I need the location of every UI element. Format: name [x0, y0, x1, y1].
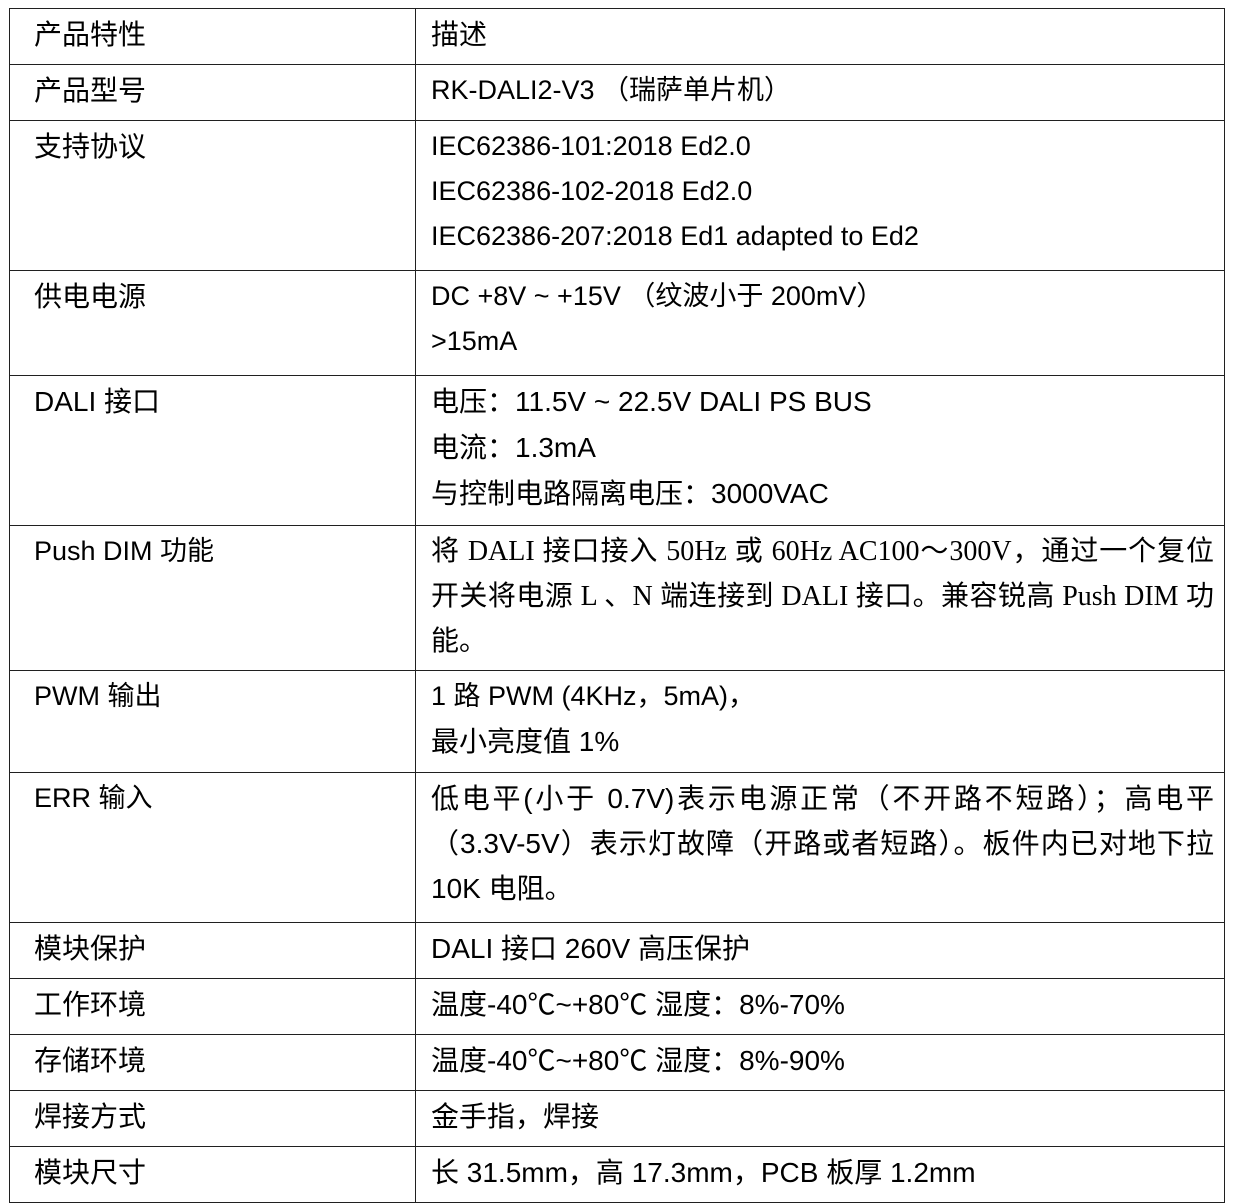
description-paragraph: 将 DALI 接口接入 50Hz 或 60Hz AC100～300V，通过一个复… — [431, 536, 1214, 657]
description-cell-storage-environment: 温度-40℃~+80℃ 湿度：8%-90% — [415, 1034, 1225, 1091]
table-row: 模块保护 DALI 接口 260V 高压保护 — [9, 922, 1225, 979]
description-line: 长 31.5mm，高 17.3mm，PCB 板厚 1.2mm — [431, 1157, 976, 1188]
description-line: >15mA — [431, 326, 518, 356]
table-row: 焊接方式 金手指，焊接 — [9, 1090, 1225, 1147]
feature-label: 模块保护 — [34, 933, 147, 964]
description-line: 与控制电路隔离电压：3000VAC — [431, 478, 829, 509]
description-line: 电压：11.5V ~ 22.5V DALI PS BUS — [431, 386, 872, 417]
feature-cell-pwm-output: PWM 输出 — [9, 670, 416, 773]
feature-cell-storage-environment: 存储环境 — [9, 1034, 416, 1091]
description-cell-push-dim: 将 DALI 接口接入 50Hz 或 60Hz AC100～300V，通过一个复… — [415, 525, 1225, 671]
table-row: 工作环境 温度-40℃~+80℃ 湿度：8%-70% — [9, 978, 1225, 1035]
description-cell-protocols: IEC62386-101:2018 Ed2.0 IEC62386-102-201… — [415, 120, 1225, 271]
description-line: 1 路 PWM (4KHz，5mA)， — [431, 681, 756, 711]
table-row: DALI 接口 电压：11.5V ~ 22.5V DALI PS BUS 电流：… — [9, 375, 1225, 526]
description-cell-dali-interface: 电压：11.5V ~ 22.5V DALI PS BUS 电流：1.3mA 与控… — [415, 375, 1225, 526]
header-cell-description: 描述 — [415, 8, 1225, 65]
feature-label: 焊接方式 — [34, 1101, 147, 1132]
description-line: DC +8V ~ +15V （纹波小于 200mV） — [431, 281, 884, 311]
header-label-description: 描述 — [431, 19, 488, 50]
feature-cell-err-input: ERR 输入 — [9, 772, 416, 923]
description-line: 温度-40℃~+80℃ 湿度：8%-90% — [431, 1045, 845, 1076]
description-cell-module-dimensions: 长 31.5mm，高 17.3mm，PCB 板厚 1.2mm — [415, 1146, 1225, 1203]
table-row: Push DIM 功能 将 DALI 接口接入 50Hz 或 60Hz AC10… — [9, 525, 1225, 671]
table-row: 模块尺寸 长 31.5mm，高 17.3mm，PCB 板厚 1.2mm — [9, 1146, 1225, 1203]
feature-label: 供电电源 — [34, 281, 147, 312]
table-row: 产品型号 RK-DALI2-V3 （瑞萨单片机） — [9, 64, 1225, 121]
table-row: 供电电源 DC +8V ~ +15V （纹波小于 200mV） >15mA — [9, 270, 1225, 376]
feature-label: 存储环境 — [34, 1045, 147, 1076]
feature-label: 产品型号 — [34, 75, 147, 106]
description-line: DALI 接口 260V 高压保护 — [431, 933, 750, 964]
description-line: RK-DALI2-V3 （瑞萨单片机） — [431, 75, 792, 105]
table-row: 支持协议 IEC62386-101:2018 Ed2.0 IEC62386-10… — [9, 120, 1225, 271]
specification-table-container: 产品特性 描述 产品型号 RK-DALI2-V3 （瑞萨单片机） 支持协议 — [9, 8, 1225, 1203]
description-line: 最小亮度值 1% — [431, 726, 620, 757]
product-specification-table: 产品特性 描述 产品型号 RK-DALI2-V3 （瑞萨单片机） 支持协议 — [9, 8, 1225, 1203]
feature-cell-power-supply: 供电电源 — [9, 270, 416, 376]
header-label-feature: 产品特性 — [34, 19, 147, 50]
description-line: 电流：1.3mA — [431, 432, 596, 463]
table-row: 存储环境 温度-40℃~+80℃ 湿度：8%-90% — [9, 1034, 1225, 1091]
feature-cell-protocols: 支持协议 — [9, 120, 416, 271]
description-line: IEC62386-101:2018 Ed2.0 — [431, 131, 751, 161]
description-line: 金手指，焊接 — [431, 1101, 600, 1132]
description-cell-module-protection: DALI 接口 260V 高压保护 — [415, 922, 1225, 979]
feature-cell-push-dim: Push DIM 功能 — [9, 525, 416, 671]
table-header-row: 产品特性 描述 — [9, 8, 1225, 65]
description-line: IEC62386-207:2018 Ed1 adapted to Ed2 — [431, 221, 919, 251]
description-cell-operating-environment: 温度-40℃~+80℃ 湿度：8%-70% — [415, 978, 1225, 1035]
description-line: IEC62386-102-2018 Ed2.0 — [431, 176, 753, 206]
feature-label: 支持协议 — [34, 131, 147, 162]
feature-label: Push DIM 功能 — [34, 536, 215, 566]
feature-label: PWM 输出 — [34, 681, 162, 711]
feature-label: 工作环境 — [34, 989, 147, 1020]
description-cell-pwm-output: 1 路 PWM (4KHz，5mA)， 最小亮度值 1% — [415, 670, 1225, 773]
feature-cell-model: 产品型号 — [9, 64, 416, 121]
feature-cell-operating-environment: 工作环境 — [9, 978, 416, 1035]
feature-label: ERR 输入 — [34, 783, 153, 813]
description-line: 温度-40℃~+80℃ 湿度：8%-70% — [431, 989, 845, 1020]
feature-label: DALI 接口 — [34, 386, 161, 417]
table-row: ERR 输入 低电平(小于 0.7V)表示电源正常（不开路不短路）；高电平（3.… — [9, 772, 1225, 923]
feature-cell-soldering-method: 焊接方式 — [9, 1090, 416, 1147]
description-paragraph: 低电平(小于 0.7V)表示电源正常（不开路不短路）；高电平（3.3V-5V）表… — [431, 783, 1214, 904]
description-cell-soldering-method: 金手指，焊接 — [415, 1090, 1225, 1147]
feature-cell-dali-interface: DALI 接口 — [9, 375, 416, 526]
description-cell-err-input: 低电平(小于 0.7V)表示电源正常（不开路不短路）；高电平（3.3V-5V）表… — [415, 772, 1225, 923]
table-row: PWM 输出 1 路 PWM (4KHz，5mA)， 最小亮度值 1% — [9, 670, 1225, 773]
feature-cell-module-protection: 模块保护 — [9, 922, 416, 979]
feature-label: 模块尺寸 — [34, 1157, 147, 1188]
feature-cell-module-dimensions: 模块尺寸 — [9, 1146, 416, 1203]
description-cell-power-supply: DC +8V ~ +15V （纹波小于 200mV） >15mA — [415, 270, 1225, 376]
header-cell-feature: 产品特性 — [9, 8, 416, 65]
description-cell-model: RK-DALI2-V3 （瑞萨单片机） — [415, 64, 1225, 121]
